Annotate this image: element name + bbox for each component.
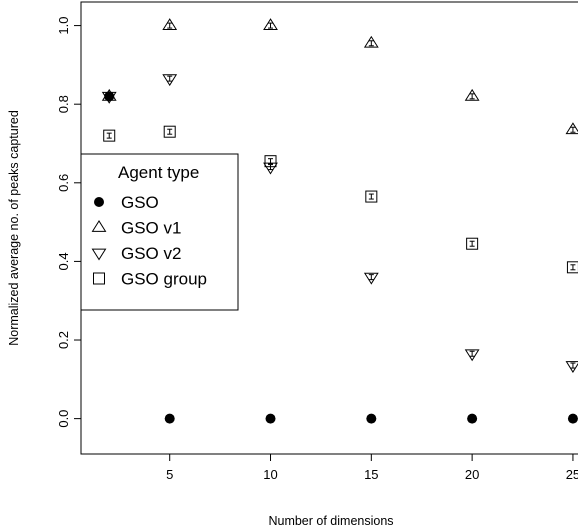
legend-title: Agent type — [118, 163, 199, 182]
y-tick-label: 1.0 — [56, 17, 71, 35]
y-tick-label: 0.8 — [56, 95, 71, 113]
legend-label-gso-v1: GSO v1 — [121, 219, 181, 238]
legend-symbol-gso-group — [93, 272, 105, 285]
point-gso-group — [103, 129, 116, 142]
data-points — [101, 18, 578, 424]
x-tick-label: 5 — [166, 467, 173, 482]
y-tick-label: 0.0 — [56, 410, 71, 428]
x-axis: 5 10 15 20 25 — [166, 454, 578, 482]
point-gso-v2 — [162, 74, 178, 87]
legend-symbol-gso — [94, 197, 104, 207]
y-axis-title: Normalized average no. of peaks captured — [7, 110, 21, 346]
point-gso — [467, 413, 478, 424]
point-gso-group — [365, 190, 378, 203]
point-gso-v2 — [263, 162, 278, 175]
point-gso — [265, 413, 276, 424]
point-gso — [366, 413, 377, 424]
point-gso-v1 — [162, 18, 178, 30]
y-tick-label: 0.2 — [56, 331, 71, 349]
legend-symbol-gso-v2 — [91, 248, 107, 261]
point-gso-v2 — [565, 361, 578, 374]
legend: Agent type GSO GSO v1 GSO v2 GSO group — [80, 153, 239, 311]
legend-label-gso-v2: GSO v2 — [121, 244, 181, 263]
point-gso-v1 — [263, 18, 278, 30]
point-gso-group — [163, 125, 176, 138]
point-gso-v2 — [363, 272, 379, 285]
x-tick-label: 15 — [364, 467, 378, 482]
legend-box — [80, 153, 239, 311]
x-axis-title: Number of dimensions — [268, 514, 393, 528]
point-gso-v1 — [565, 122, 578, 135]
x-tick-label: 20 — [465, 467, 479, 482]
point-gso-v2 — [101, 91, 117, 104]
point-gso-v2 — [464, 349, 480, 362]
point-gso — [567, 413, 578, 424]
y-tick-label: 0.6 — [56, 174, 71, 192]
x-tick-label: 10 — [263, 467, 277, 482]
point-gso-v1 — [363, 35, 379, 48]
point-gso-group — [466, 237, 479, 250]
y-axis: 0.0 0.2 0.4 0.6 0.8 1.0 — [56, 17, 81, 428]
point-gso-group — [264, 155, 277, 168]
y-tick-label: 0.4 — [56, 252, 71, 270]
legend-label-gso-group: GSO group — [121, 270, 207, 289]
point-gso-group — [566, 261, 578, 274]
legend-label-gso: GSO — [121, 193, 159, 212]
x-tick-label: 25 — [566, 467, 578, 482]
point-gso-v1 — [464, 88, 480, 101]
legend-symbol-gso-v1 — [91, 220, 107, 232]
point-gso — [164, 413, 175, 424]
